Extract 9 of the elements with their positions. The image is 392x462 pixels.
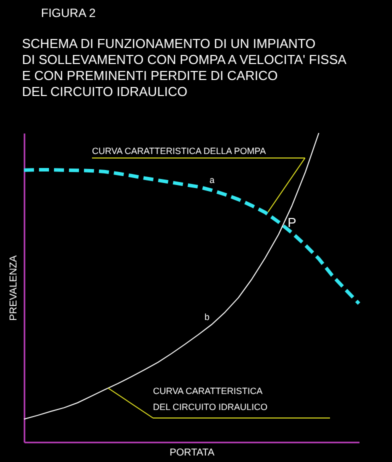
annotation: CURVA CARATTERISTICA DELLA POMPA bbox=[92, 146, 266, 156]
annotation: P bbox=[288, 215, 296, 230]
chart-subtitle: SCHEMA DI FUNZIONAMENTO DI UN IMPIANTO DI SOLLEVAMENTO CON POMPA A VELOCITA' FISSA E CON PREMINENTI PERDITE DI CARICO DEL CIRCUITO IDRAULICO bbox=[22, 36, 347, 99]
annotation: CURVA CARATTERISTICA DEL CIRCUITO IDRAULICO bbox=[153, 386, 268, 412]
annotation: b bbox=[204, 312, 210, 322]
chart-title: FIGURA 2 bbox=[41, 6, 96, 20]
annotation: a bbox=[209, 175, 215, 185]
y-axis-title: PREVALENZA bbox=[8, 254, 20, 321]
x-axis-title: PORTATA bbox=[170, 448, 215, 458]
